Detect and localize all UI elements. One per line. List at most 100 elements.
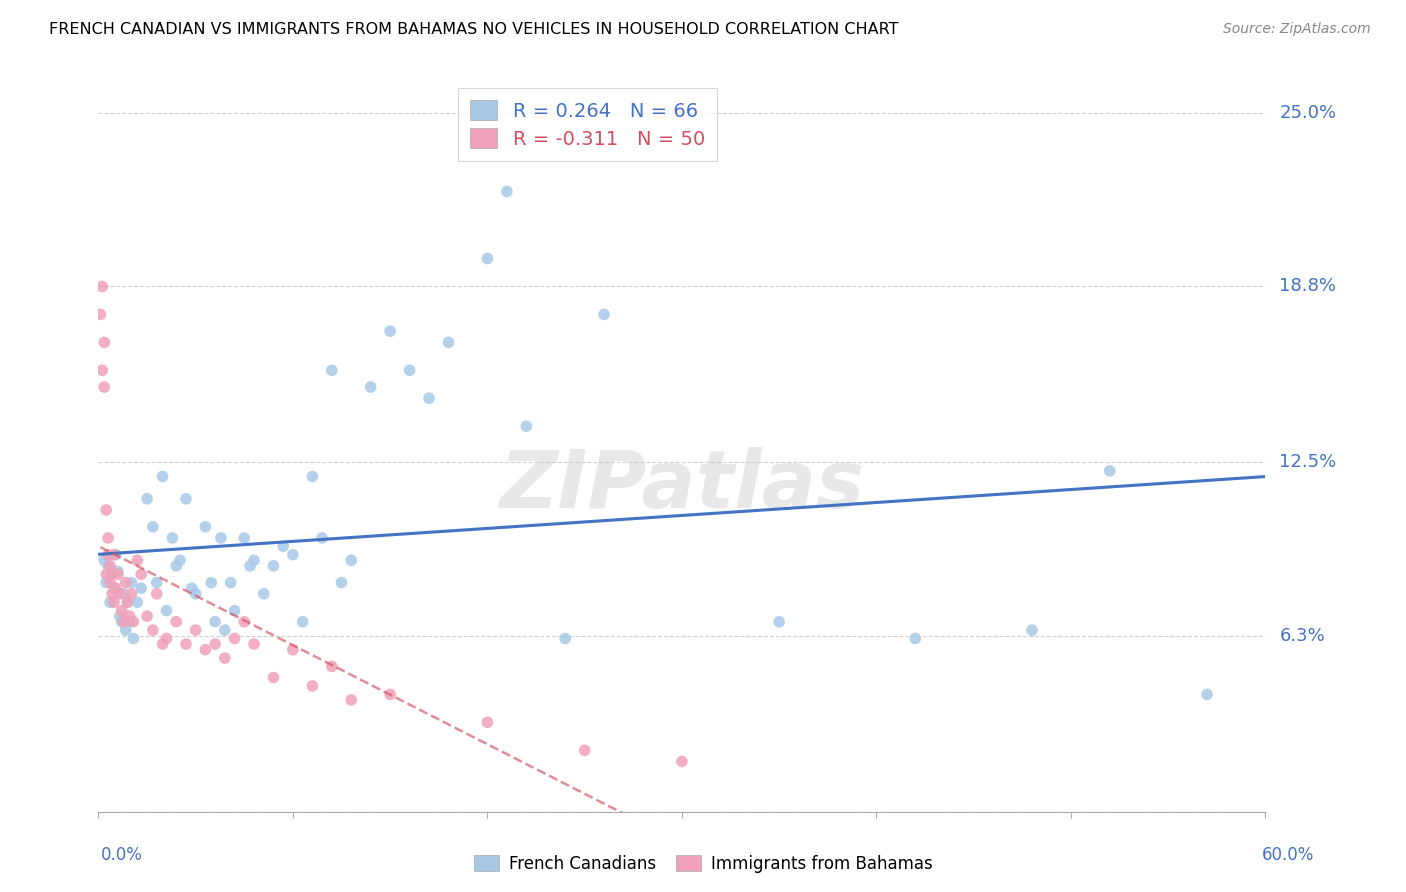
Point bbox=[129, 581, 152, 595]
Point bbox=[593, 307, 616, 321]
Point bbox=[233, 615, 256, 629]
Point bbox=[127, 595, 149, 609]
Point bbox=[121, 587, 143, 601]
Point bbox=[114, 623, 136, 637]
Point bbox=[155, 603, 177, 617]
Text: 6.3%: 6.3% bbox=[1279, 627, 1324, 645]
Point bbox=[209, 531, 232, 545]
Point bbox=[93, 335, 115, 350]
Point bbox=[146, 575, 169, 590]
Point bbox=[93, 553, 115, 567]
Point bbox=[904, 632, 927, 646]
Point bbox=[114, 575, 136, 590]
Text: 18.8%: 18.8% bbox=[1279, 277, 1336, 295]
Point bbox=[91, 279, 114, 293]
Point bbox=[437, 335, 460, 350]
Point bbox=[271, 539, 294, 553]
Point bbox=[243, 637, 266, 651]
Point bbox=[194, 642, 217, 657]
Point bbox=[89, 307, 111, 321]
Point bbox=[165, 558, 187, 573]
Point bbox=[321, 659, 343, 673]
Point bbox=[380, 687, 402, 701]
Point bbox=[321, 363, 343, 377]
Point bbox=[98, 575, 121, 590]
Point bbox=[104, 548, 127, 562]
Point bbox=[93, 380, 115, 394]
Point bbox=[224, 603, 246, 617]
Point bbox=[91, 363, 114, 377]
Point bbox=[281, 642, 304, 657]
Point bbox=[219, 575, 242, 590]
Point bbox=[107, 565, 129, 579]
Point bbox=[122, 615, 145, 629]
Point bbox=[117, 595, 139, 609]
Point bbox=[96, 575, 118, 590]
Point bbox=[262, 558, 284, 573]
Point bbox=[496, 185, 519, 199]
Point bbox=[477, 252, 499, 266]
Point bbox=[380, 324, 402, 338]
Point bbox=[360, 380, 382, 394]
Point bbox=[1098, 464, 1121, 478]
Point bbox=[121, 575, 143, 590]
Point bbox=[174, 491, 197, 506]
Point bbox=[112, 587, 135, 601]
Point bbox=[142, 520, 165, 534]
Point bbox=[103, 595, 125, 609]
Point bbox=[98, 595, 121, 609]
Point bbox=[204, 615, 226, 629]
Point bbox=[574, 743, 596, 757]
Point bbox=[101, 587, 124, 601]
Point bbox=[253, 587, 276, 601]
Point bbox=[103, 548, 125, 562]
Point bbox=[214, 623, 236, 637]
Point bbox=[136, 491, 159, 506]
Legend: French Canadians, Immigrants from Bahamas: French Canadians, Immigrants from Bahama… bbox=[467, 848, 939, 880]
Point bbox=[101, 567, 124, 582]
Point bbox=[515, 419, 537, 434]
Point bbox=[97, 558, 120, 573]
Point bbox=[184, 587, 207, 601]
Point bbox=[477, 715, 499, 730]
Point bbox=[112, 615, 135, 629]
Point bbox=[107, 567, 129, 582]
Point bbox=[281, 548, 304, 562]
Point bbox=[671, 755, 693, 769]
Point bbox=[96, 503, 118, 517]
Point bbox=[101, 567, 124, 582]
Text: 12.5%: 12.5% bbox=[1279, 453, 1337, 472]
Point bbox=[103, 581, 125, 595]
Text: Source: ZipAtlas.com: Source: ZipAtlas.com bbox=[1223, 22, 1371, 37]
Point bbox=[152, 469, 174, 483]
Point bbox=[97, 548, 120, 562]
Point bbox=[155, 632, 177, 646]
Point bbox=[224, 632, 246, 646]
Point bbox=[96, 567, 118, 582]
Point bbox=[1021, 623, 1043, 637]
Legend: R = 0.264   N = 66, R = -0.311   N = 50: R = 0.264 N = 66, R = -0.311 N = 50 bbox=[458, 88, 717, 161]
Point bbox=[122, 632, 145, 646]
Point bbox=[104, 581, 127, 595]
Point bbox=[162, 531, 184, 545]
Point bbox=[418, 391, 440, 405]
Point bbox=[301, 469, 323, 483]
Text: 0.0%: 0.0% bbox=[101, 846, 143, 863]
Point bbox=[146, 587, 169, 601]
Point bbox=[330, 575, 353, 590]
Point bbox=[554, 632, 576, 646]
Point bbox=[340, 553, 363, 567]
Point bbox=[111, 615, 134, 629]
Point bbox=[169, 553, 191, 567]
Point bbox=[194, 520, 217, 534]
Point bbox=[200, 575, 222, 590]
Point bbox=[108, 609, 131, 624]
Point bbox=[127, 553, 149, 567]
Point bbox=[98, 558, 121, 573]
Point bbox=[768, 615, 790, 629]
Point bbox=[233, 531, 256, 545]
Point bbox=[340, 693, 363, 707]
Text: FRENCH CANADIAN VS IMMIGRANTS FROM BAHAMAS NO VEHICLES IN HOUSEHOLD CORRELATION : FRENCH CANADIAN VS IMMIGRANTS FROM BAHAM… bbox=[49, 22, 898, 37]
Point bbox=[243, 553, 266, 567]
Text: 25.0%: 25.0% bbox=[1279, 104, 1337, 122]
